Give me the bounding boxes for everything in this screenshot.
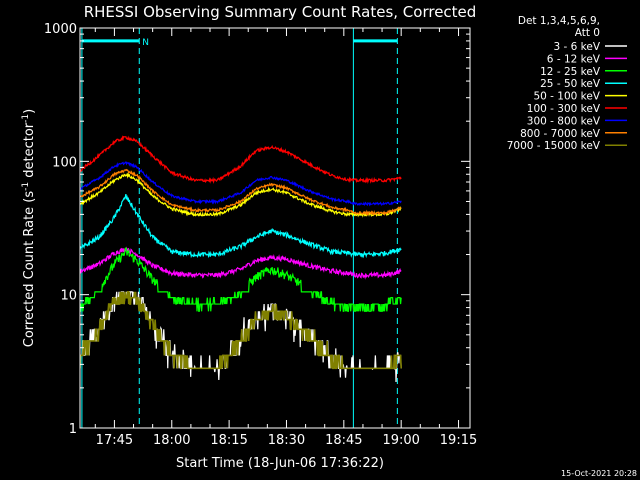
series-line-50-100-kev bbox=[80, 171, 402, 218]
y-tick-label: 10 bbox=[60, 289, 77, 304]
x-tick-label: 17:45 bbox=[96, 433, 133, 448]
series-line-800-7000-kev bbox=[80, 168, 402, 216]
axes: 1 10 100 1000 17:45 18:00 18:15 18:30 18:45 19:00… bbox=[44, 22, 477, 448]
y-tick-label: 100 bbox=[52, 155, 77, 170]
y-tick-label: 1000 bbox=[44, 22, 77, 37]
legend-entry-label: 300 - 800 keV bbox=[527, 115, 601, 127]
legend-header: Det 1,3,4,5,6,9, bbox=[518, 15, 600, 27]
flag-label: N bbox=[142, 38, 149, 48]
legend-entry-label: 100 - 300 keV bbox=[527, 103, 601, 115]
series-layer bbox=[80, 135, 402, 383]
footer-timestamp: 15-Oct-2021 20:28 bbox=[561, 469, 637, 478]
series-group bbox=[80, 135, 402, 383]
series-line-300-800-kev bbox=[80, 161, 402, 207]
x-tick-label: 19:00 bbox=[382, 433, 419, 448]
series-line-100-300-kev bbox=[80, 135, 402, 184]
series-line-7000-15000-kev bbox=[80, 291, 402, 370]
chart-title: RHESSI Observing Summary Count Rates, Co… bbox=[84, 3, 477, 21]
x-tick-label: 18:15 bbox=[210, 433, 247, 448]
legend-entry-label: 25 - 50 keV bbox=[540, 78, 601, 90]
legend-entry-label: 6 - 12 keV bbox=[547, 53, 601, 65]
series-line-12-25-kev bbox=[80, 247, 402, 312]
x-tick-label: 18:00 bbox=[153, 433, 190, 448]
x-tick-label: 18:45 bbox=[325, 433, 362, 448]
legend-entry-label: 7000 - 15000 keV bbox=[507, 140, 601, 152]
x-tick-label: 18:30 bbox=[268, 433, 305, 448]
series-line-6-12-kev bbox=[80, 246, 402, 280]
legend-entry-label: 12 - 25 keV bbox=[540, 66, 601, 78]
y-axis-label: Corrected Count Rate (s-1 detector-1) bbox=[21, 109, 37, 347]
series-line-25-50-kev bbox=[80, 193, 402, 259]
legend-header: Att 0 bbox=[575, 27, 600, 39]
y-tick-label: 1 bbox=[69, 422, 77, 437]
x-tick-label: 19:15 bbox=[440, 433, 477, 448]
legend-entry-label: 3 - 6 keV bbox=[553, 41, 600, 53]
legend-entry-label: 800 - 7000 keV bbox=[520, 128, 601, 140]
x-axis-label: Start Time (18-Jun-06 17:36:22) bbox=[176, 456, 384, 471]
legend-entry-label: 50 - 100 keV bbox=[533, 91, 600, 103]
plot-frame bbox=[79, 27, 471, 429]
